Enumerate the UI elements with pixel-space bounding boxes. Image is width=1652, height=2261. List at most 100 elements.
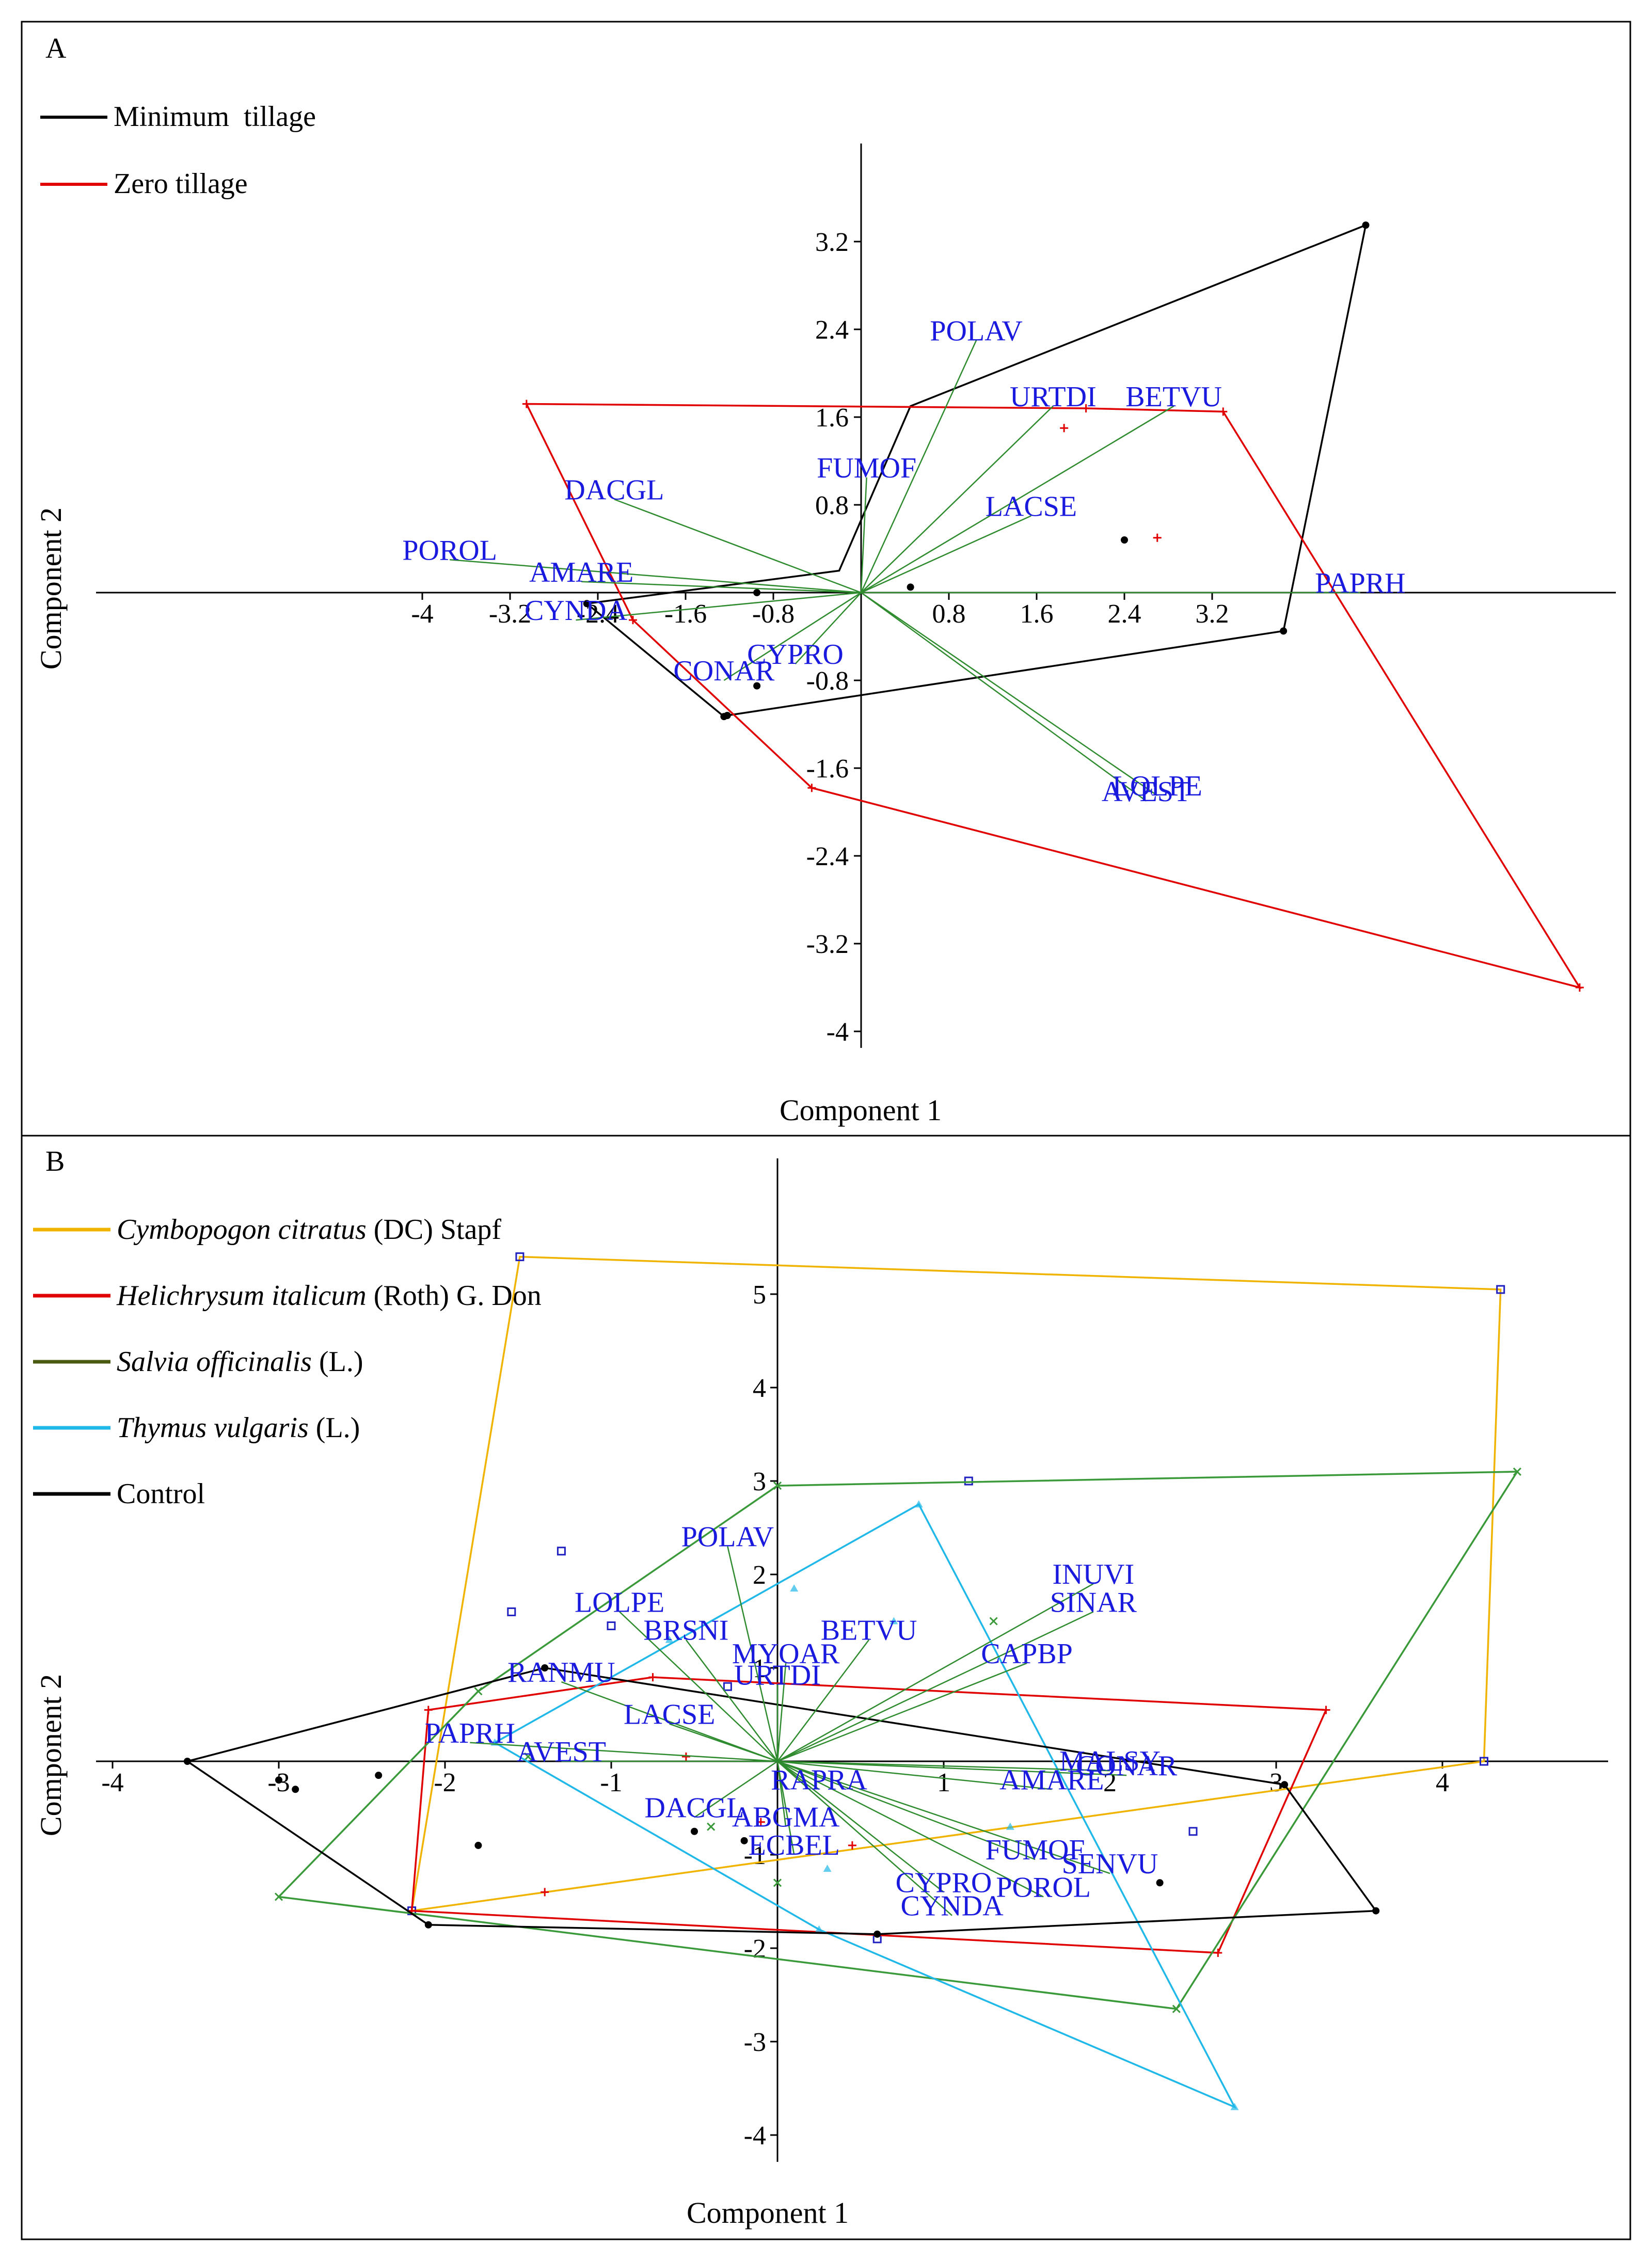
loading-line-porol (777, 1760, 1044, 1898)
loading-line-betvu (861, 405, 1174, 594)
loading-label-lacse: LACSE (986, 490, 1077, 522)
panel-a-legend: Minimum tillage Zero tillage (40, 101, 316, 200)
panel-b-legend: Cymbopogon citratus (DC) Stapf Helichrysu… (33, 1214, 542, 1510)
x-tick-label: -4 (411, 599, 433, 629)
x-tick-label: -3.2 (489, 599, 531, 629)
loading-label-cynda: CYNDA (901, 1890, 1004, 1922)
loading-label-dacgl: DACGL (645, 1792, 744, 1824)
loading-line-lacse (861, 515, 1031, 594)
point-cymbopogon-citratus-dc-stapf (1188, 1827, 1198, 1836)
point-minimum-tillage (753, 589, 761, 596)
point-cymbopogon-citratus-dc-stapf (515, 1252, 525, 1262)
loading-label-capbp: CAPBP (981, 1638, 1072, 1670)
point-thymus-vulgaris-l (823, 1865, 832, 1872)
legend-species-italic: Helichrysum italicum (116, 1280, 367, 1312)
loading-line-porol (450, 559, 862, 594)
point-minimum-tillage (907, 583, 914, 591)
loading-label-cypro: CYPRO (896, 1867, 992, 1899)
panel-b-label: B (45, 1145, 65, 1177)
loading-line-urtdi (861, 405, 1054, 593)
legend-label-minimum-tillage: Minimum tillage (114, 101, 316, 133)
x-tick-label: -4 (101, 1768, 123, 1797)
loading-line-fumof (777, 1760, 1036, 1860)
y-tick-label: -2.4 (806, 842, 849, 871)
loading-line-dacgl (614, 499, 862, 594)
y-tick-label: 1 (753, 1654, 766, 1683)
loading-line-polav (860, 340, 977, 593)
point-salvia-officinalis-l (274, 1892, 283, 1901)
loading-line-amare (581, 581, 862, 594)
loading-line-senvu (777, 1760, 1110, 1874)
x-tick-label: -2 (434, 1768, 456, 1797)
y-tick-label: 2 (753, 1561, 766, 1590)
loading-line-inuvi (777, 1583, 1094, 1762)
loading-line-betvu (777, 1639, 870, 1762)
x-tick-label: 2 (1103, 1768, 1117, 1797)
point-helichrysum-italicum-roth-g-don (681, 1752, 690, 1761)
hull-salvia-officinalis-l (277, 1471, 1519, 2010)
loading-label-senvu: SENVU (1062, 1848, 1158, 1880)
point-salvia-officinalis-l (989, 1617, 998, 1626)
hull-helichrysum-italicum-roth-g-don (410, 1676, 1328, 1954)
point-thymus-vulgaris-l (815, 1925, 823, 1933)
point-control (474, 1841, 482, 1849)
loading-label-inuvi: INUVI (1052, 1558, 1134, 1590)
point-helichrysum-italicum-roth-g-don (1322, 1706, 1330, 1714)
legend-label-salvia-officinalis: Salvia officinalis (L.) (117, 1346, 363, 1378)
loading-label-amare: AMARE (529, 556, 633, 588)
point-helichrysum-italicum-roth-g-don (541, 1888, 549, 1897)
panel-b-frame (21, 1135, 1631, 2240)
point-cymbopogon-citratus-dc-stapf (964, 1476, 973, 1486)
loading-line-cypro (777, 1761, 944, 1893)
point-thymus-vulgaris-l (665, 1635, 674, 1643)
y-tick-label: -1 (744, 1841, 766, 1870)
point-control (292, 1786, 299, 1793)
loading-label-polav: POLAV (930, 315, 1022, 347)
loading-label-avest: AVEST (1102, 776, 1191, 808)
loading-label-amare: AMARE (999, 1764, 1104, 1796)
x-tick-label: 2.4 (1108, 599, 1141, 629)
loading-line-brsni (685, 1639, 778, 1762)
point-zero-tillage (1082, 404, 1090, 412)
loading-label-rapra: RAPRA (771, 1764, 867, 1796)
point-control (873, 1930, 881, 1938)
y-tick-label: 3.2 (815, 228, 849, 257)
point-zero-tillage (1219, 407, 1228, 416)
loading-label-dacgl: DACGL (564, 474, 664, 506)
point-salvia-officinalis-l (1513, 1467, 1521, 1476)
loading-line-amare (777, 1760, 1052, 1790)
x-tick-label: 1.6 (1020, 599, 1054, 629)
loading-label-paprh: PAPRH (425, 1717, 515, 1749)
point-zero-tillage (1153, 533, 1162, 542)
point-helichrysum-italicum-roth-g-don (648, 1673, 657, 1682)
point-thymus-vulgaris-l (889, 1617, 898, 1625)
loading-line-lacse (669, 1723, 778, 1762)
loading-label-porol: POROL (996, 1871, 1091, 1903)
panel-b-ylabel: Component 2 (34, 1674, 68, 1836)
loading-label-conar: CONAR (673, 655, 775, 687)
y-tick-label: -4 (827, 1017, 849, 1047)
legend-label-thymus-vulgaris: Thymus vulgaris (L.) (117, 1412, 360, 1444)
x-tick-label: 0.8 (932, 599, 966, 629)
loading-label-abgma: ABGMA (732, 1802, 840, 1834)
panel-a-label: A (45, 33, 67, 65)
y-tick-label: -0.8 (806, 666, 849, 696)
y-tick-label: 2.4 (815, 315, 849, 345)
loading-line-lolpe (861, 592, 1158, 797)
y-tick-label: 3 (753, 1467, 766, 1496)
point-thymus-vulgaris-l (1006, 1822, 1014, 1830)
loading-line-paprh (470, 1742, 778, 1762)
point-zero-tillage (1060, 424, 1069, 433)
y-tick-label: 0.8 (815, 491, 849, 520)
loading-line-malsy (777, 1760, 1110, 1772)
panel-a: A Minimum tillage Zero tillage -4 -3.2 -2.… (21, 21, 1631, 1137)
point-zero-tillage (807, 784, 816, 792)
panel-a-plot: -4 -3.2 -2.4 -1.6 -0.8 0.8 1.6 2.4 3.2 3.2 2.4 1.6 0… (96, 144, 1616, 1048)
point-helichrysum-italicum-roth-g-don (1214, 1949, 1222, 1957)
point-minimum-tillage (1362, 221, 1370, 229)
x-tick-label: -1 (600, 1768, 622, 1797)
loading-line-dacgl (694, 1760, 778, 1818)
loading-label-lolpe: LOLPE (575, 1586, 664, 1618)
point-minimum-tillage (720, 713, 728, 721)
point-salvia-officinalis-l (773, 1878, 782, 1887)
